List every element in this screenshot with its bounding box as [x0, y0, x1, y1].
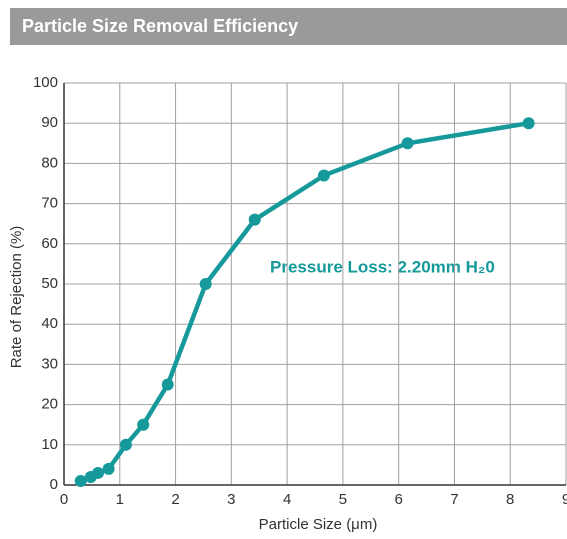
annotation: Pressure Loss: 2.20mm H₂0 — [270, 257, 495, 276]
y-tick-label: 60 — [41, 235, 58, 252]
x-tick-label: 4 — [283, 491, 291, 508]
header-bar — [10, 8, 567, 45]
x-tick-label: 5 — [339, 491, 347, 508]
x-tick-label: 9 — [562, 491, 567, 508]
data-point — [102, 462, 115, 475]
x-tick-label: 6 — [394, 491, 402, 508]
y-tick-label: 100 — [33, 74, 58, 91]
x-tick-label: 3 — [227, 491, 235, 508]
x-tick-label: 8 — [506, 491, 514, 508]
header-title: Particle Size Removal Efficiency — [22, 16, 298, 36]
x-axis-label: Particle Size (μm) — [259, 516, 378, 533]
x-tick-label: 0 — [60, 491, 68, 508]
y-axis-label: Rate of Rejection (%) — [8, 226, 25, 369]
data-point — [317, 169, 330, 182]
data-point — [199, 278, 212, 290]
data-point — [522, 117, 535, 130]
y-tick-label: 70 — [41, 195, 58, 212]
data-point — [92, 466, 105, 479]
data-point — [119, 438, 132, 451]
y-tick-label: 10 — [41, 436, 58, 453]
y-tick-label: 90 — [41, 114, 58, 131]
data-point — [401, 137, 414, 150]
y-tick-label: 0 — [50, 476, 58, 493]
x-tick-label: 1 — [116, 491, 124, 508]
data-point — [137, 418, 150, 431]
x-tick-label: 2 — [171, 491, 179, 508]
y-tick-label: 20 — [41, 396, 58, 413]
y-tick-label: 30 — [41, 355, 58, 372]
y-tick-label: 80 — [41, 154, 58, 171]
data-point — [248, 213, 261, 226]
y-tick-label: 40 — [41, 315, 58, 332]
data-point — [74, 474, 87, 487]
y-tick-label: 50 — [41, 275, 58, 292]
x-tick-label: 7 — [450, 491, 458, 508]
data-point — [161, 378, 174, 391]
